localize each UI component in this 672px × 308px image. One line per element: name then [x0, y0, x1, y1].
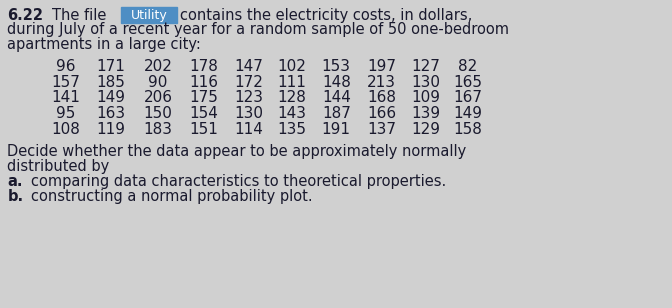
Text: contains the electricity costs, in dollars,: contains the electricity costs, in dolla…	[180, 8, 472, 23]
Text: 95: 95	[56, 106, 75, 121]
Text: 213: 213	[367, 75, 396, 90]
Text: 135: 135	[278, 122, 306, 136]
Text: 116: 116	[190, 75, 218, 90]
Text: during July of a recent year for a random sample of 50 one-bedroom: during July of a recent year for a rando…	[7, 22, 509, 38]
Text: 202: 202	[143, 59, 172, 75]
Text: 6.22: 6.22	[7, 8, 44, 23]
Text: 175: 175	[190, 91, 218, 106]
Text: 172: 172	[235, 75, 263, 90]
Text: 119: 119	[96, 122, 125, 136]
Text: 187: 187	[322, 106, 351, 121]
Text: 183: 183	[143, 122, 173, 136]
Text: 109: 109	[411, 91, 440, 106]
Text: 157: 157	[51, 75, 80, 90]
Text: 185: 185	[96, 75, 125, 90]
Text: 167: 167	[453, 91, 482, 106]
Text: constructing a normal probability plot.: constructing a normal probability plot.	[31, 189, 312, 204]
Text: a.: a.	[7, 174, 23, 189]
Text: 139: 139	[411, 106, 440, 121]
Text: 143: 143	[278, 106, 306, 121]
Text: 168: 168	[367, 91, 396, 106]
Text: 206: 206	[143, 91, 173, 106]
Text: 96: 96	[56, 59, 75, 75]
Text: 171: 171	[96, 59, 125, 75]
Text: 163: 163	[96, 106, 125, 121]
Text: 111: 111	[278, 75, 306, 90]
Text: Decide whether the data appear to be approximately normally: Decide whether the data appear to be app…	[7, 144, 467, 160]
Text: 197: 197	[367, 59, 396, 75]
Text: 137: 137	[367, 122, 396, 136]
Text: 178: 178	[190, 59, 218, 75]
Text: 108: 108	[51, 122, 80, 136]
Text: 147: 147	[235, 59, 263, 75]
Text: apartments in a large city:: apartments in a large city:	[7, 37, 202, 52]
Text: 130: 130	[411, 75, 440, 90]
Text: The file: The file	[52, 8, 107, 23]
Text: 129: 129	[411, 122, 440, 136]
Text: 82: 82	[458, 59, 477, 75]
Text: 149: 149	[453, 106, 482, 121]
Text: 158: 158	[453, 122, 482, 136]
Text: 148: 148	[322, 75, 351, 90]
Text: 191: 191	[322, 122, 351, 136]
Text: 149: 149	[96, 91, 125, 106]
Text: 127: 127	[411, 59, 440, 75]
FancyBboxPatch shape	[121, 7, 177, 23]
Text: 90: 90	[149, 75, 167, 90]
Text: 154: 154	[190, 106, 218, 121]
Text: comparing data characteristics to theoretical properties.: comparing data characteristics to theore…	[31, 174, 446, 189]
Text: 150: 150	[143, 106, 172, 121]
Text: 141: 141	[51, 91, 80, 106]
Text: 151: 151	[190, 122, 218, 136]
Text: 102: 102	[278, 59, 306, 75]
Text: Utility: Utility	[130, 9, 167, 22]
Text: b.: b.	[7, 189, 24, 204]
Text: 130: 130	[234, 106, 263, 121]
Text: 165: 165	[453, 75, 482, 90]
Text: distributed by: distributed by	[7, 159, 110, 174]
Text: 153: 153	[322, 59, 351, 75]
Text: 114: 114	[235, 122, 263, 136]
Text: 123: 123	[234, 91, 263, 106]
Text: 144: 144	[322, 91, 351, 106]
Text: 128: 128	[278, 91, 306, 106]
Text: 166: 166	[367, 106, 396, 121]
